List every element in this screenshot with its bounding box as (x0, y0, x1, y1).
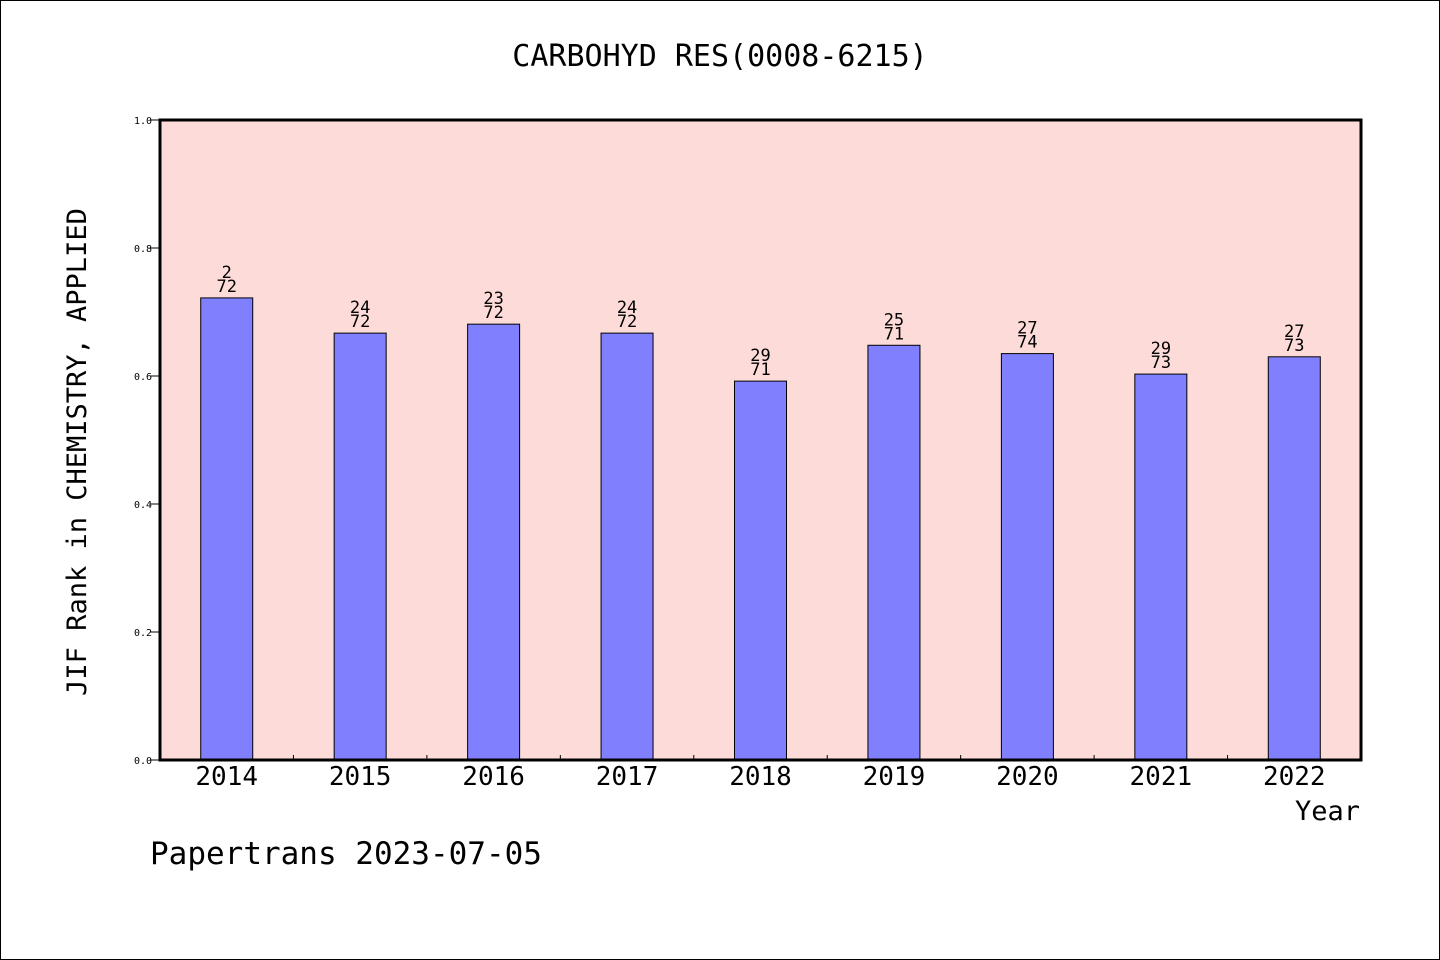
y-tick-label: 0.6 (134, 372, 152, 383)
bar-2015 (333, 332, 387, 761)
chart-title: CARBOHYD RES(0008-6215) (512, 39, 927, 74)
bar-2016 (467, 323, 521, 761)
x-tick-label: 2020 (996, 762, 1059, 792)
bar-rank-label: 23 (483, 289, 503, 309)
bar-total-label: 73 (1284, 336, 1304, 356)
plot-border (158, 118, 1363, 762)
y-tick-label: 1.0 (134, 116, 152, 127)
bar-rank-label: 24 (617, 298, 637, 318)
bar-rank-label: 2 (222, 263, 232, 283)
bar-total-label: 72 (483, 303, 503, 323)
bar-2017 (600, 332, 654, 761)
x-tick-label: 2015 (329, 762, 392, 792)
bar-2022 (1267, 356, 1321, 761)
bar-2020 (1000, 353, 1054, 761)
bar-total-label: 74 (1017, 333, 1037, 353)
x-tick-label: 2019 (863, 762, 926, 792)
bar-total-label: 71 (884, 324, 904, 344)
x-tick-label: 2018 (729, 762, 792, 792)
y-tick-label: 0.2 (134, 628, 152, 639)
bar-2019 (867, 344, 921, 761)
x-tick-label: 2021 (1130, 762, 1193, 792)
bar-rank-label: 27 (1284, 322, 1304, 342)
x-tick-label: 2016 (462, 762, 525, 792)
bar-total-label: 72 (350, 312, 370, 332)
bar-2021 (1134, 373, 1188, 761)
bar-2018 (734, 380, 787, 761)
bar-2014 (200, 297, 254, 761)
bar-total-label: 71 (750, 360, 770, 380)
y-axis: 0.0 0.2 0.4 0.6 0.8 1.0 (134, 116, 160, 767)
bar-total-label: 72 (617, 312, 637, 332)
x-axis-label: Year (1295, 796, 1360, 827)
bar-rank-label: 29 (750, 346, 770, 366)
bar-rank-label: 25 (884, 310, 904, 330)
x-tick-label: 2014 (195, 762, 258, 792)
x-axis: 2014 2015 2016 2017 2018 2019 2020 2021 2022 (195, 755, 1326, 792)
bar-rank-label: 29 (1151, 339, 1171, 359)
bar-rank-label: 24 (350, 298, 370, 318)
watermark-text: Papertrans 2023-07-05 (150, 836, 542, 872)
x-tick-label: 2017 (596, 762, 659, 792)
bar-rank-label: 27 (1017, 319, 1037, 339)
x-tick-label: 2022 (1263, 762, 1326, 792)
y-tick-label: 0.0 (134, 756, 152, 767)
y-tick-label: 0.4 (134, 500, 152, 511)
y-tick-label: 0.8 (134, 244, 152, 255)
bar-total-label: 72 (216, 277, 236, 297)
y-axis-label: JIF Rank in CHEMISTRY, APPLIED (62, 208, 93, 696)
bar-total-label: 73 (1151, 353, 1171, 373)
bars-group (200, 297, 1321, 761)
